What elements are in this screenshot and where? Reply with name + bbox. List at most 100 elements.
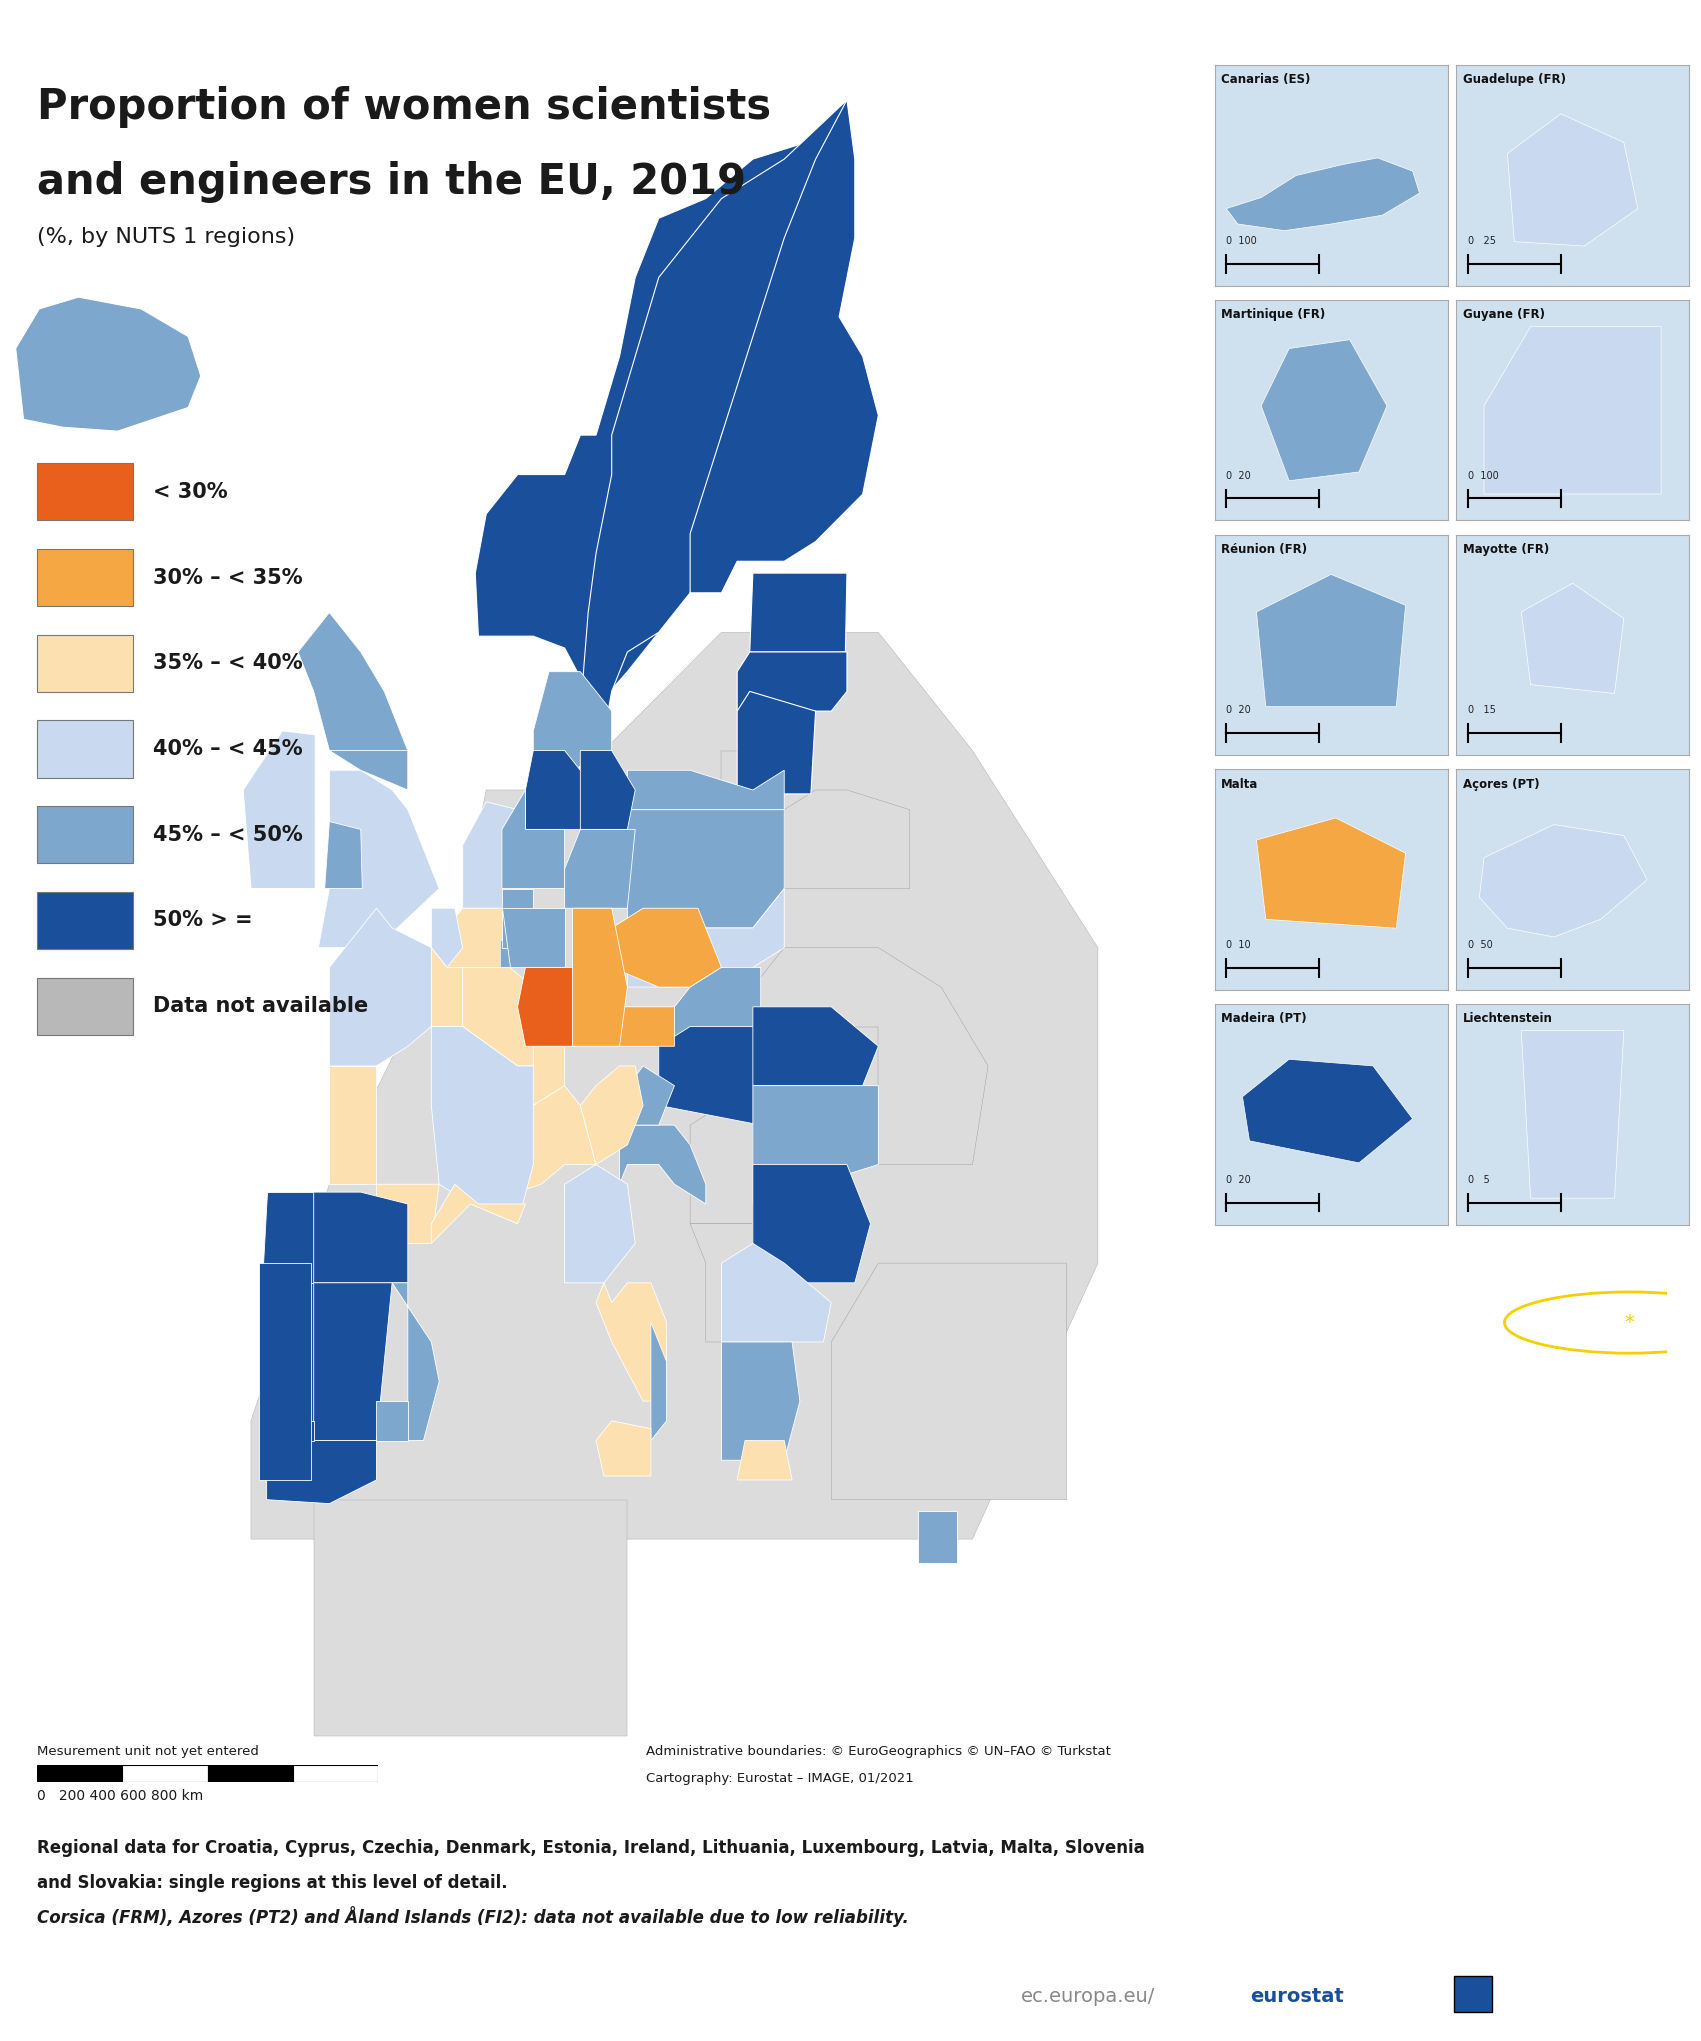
Polygon shape [754, 1006, 878, 1086]
Polygon shape [754, 1086, 878, 1204]
Polygon shape [721, 751, 754, 790]
Polygon shape [517, 967, 573, 1047]
Polygon shape [243, 731, 315, 888]
Polygon shape [432, 1184, 526, 1243]
Polygon shape [1257, 574, 1405, 706]
Polygon shape [1507, 114, 1638, 247]
Text: Açores (PT): Açores (PT) [1463, 778, 1539, 790]
Polygon shape [330, 723, 408, 790]
Polygon shape [432, 1027, 534, 1225]
Text: 45% – < 50%: 45% – < 50% [153, 825, 303, 845]
Text: 30% – < 35%: 30% – < 35% [153, 567, 303, 588]
Polygon shape [691, 100, 878, 592]
Polygon shape [832, 1263, 1067, 1500]
Text: Martinique (FR): Martinique (FR) [1221, 308, 1325, 320]
Text: Madeira (PT): Madeira (PT) [1221, 1012, 1306, 1025]
Polygon shape [267, 1441, 376, 1504]
Polygon shape [619, 1125, 706, 1204]
Text: Guyane (FR): Guyane (FR) [1463, 308, 1545, 320]
Text: Corsica (FRM), Azores (PT2) and Åland Islands (FI2): data not available due to l: Corsica (FRM), Azores (PT2) and Åland Is… [37, 1906, 910, 1927]
Polygon shape [1483, 327, 1662, 494]
Polygon shape [784, 790, 910, 888]
Polygon shape [463, 802, 517, 908]
FancyBboxPatch shape [122, 1765, 208, 1782]
Text: and engineers in the EU, 2019: and engineers in the EU, 2019 [37, 161, 747, 204]
Text: 0  100: 0 100 [1226, 237, 1257, 247]
Polygon shape [267, 1421, 313, 1441]
Polygon shape [612, 908, 721, 988]
Text: ec.europa.eu/: ec.europa.eu/ [1021, 1986, 1155, 2006]
Polygon shape [1521, 584, 1624, 694]
Polygon shape [674, 967, 760, 1047]
Text: 0  50: 0 50 [1468, 941, 1492, 951]
Polygon shape [691, 1106, 754, 1225]
Polygon shape [318, 769, 439, 947]
Polygon shape [580, 100, 847, 735]
Polygon shape [432, 947, 463, 1027]
Text: 0  20: 0 20 [1226, 706, 1250, 716]
Text: < 30%: < 30% [153, 482, 228, 502]
Text: and Slovakia: single regions at this level of detail.: and Slovakia: single regions at this lev… [37, 1874, 509, 1892]
FancyBboxPatch shape [37, 1765, 122, 1782]
Text: Regional data for Croatia, Cyprus, Czechia, Denmark, Estonia, Ireland, Lithuania: Regional data for Croatia, Cyprus, Czech… [37, 1839, 1145, 1857]
Polygon shape [737, 692, 815, 794]
Polygon shape [502, 888, 534, 947]
Polygon shape [754, 947, 988, 1165]
Text: 0  10: 0 10 [1226, 941, 1250, 951]
Text: 0  100: 0 100 [1468, 471, 1499, 482]
Polygon shape [393, 1284, 439, 1441]
Polygon shape [510, 1086, 595, 1192]
Polygon shape [658, 1027, 760, 1125]
Text: 0  20: 0 20 [1226, 471, 1250, 482]
Polygon shape [754, 1165, 871, 1284]
Polygon shape [252, 633, 1097, 1539]
Polygon shape [502, 1047, 565, 1106]
Text: Administrative boundaries: © EuroGeographics © UN–FAO © Turkstat: Administrative boundaries: © EuroGeograp… [646, 1745, 1111, 1757]
Polygon shape [595, 1421, 651, 1476]
Polygon shape [298, 612, 408, 751]
Polygon shape [565, 829, 634, 908]
Polygon shape [262, 1284, 313, 1421]
Polygon shape [573, 908, 628, 1047]
Polygon shape [502, 908, 565, 967]
Polygon shape [376, 1184, 439, 1243]
FancyBboxPatch shape [208, 1765, 293, 1782]
Polygon shape [313, 1284, 393, 1441]
Polygon shape [721, 1343, 799, 1459]
Text: Data not available: Data not available [153, 996, 369, 1016]
Polygon shape [463, 967, 534, 1065]
Polygon shape [847, 1027, 878, 1106]
Polygon shape [1257, 818, 1405, 929]
Polygon shape [475, 100, 847, 706]
Text: 0   15: 0 15 [1468, 706, 1495, 716]
Text: Proportion of women scientists: Proportion of women scientists [37, 86, 772, 129]
Text: 50% > =: 50% > = [153, 910, 253, 931]
Polygon shape [737, 1441, 793, 1480]
Polygon shape [15, 298, 201, 431]
Polygon shape [595, 1284, 667, 1400]
Text: (%, by NUTS 1 regions): (%, by NUTS 1 regions) [37, 227, 296, 247]
Text: eurostat: eurostat [1250, 1986, 1344, 2006]
Polygon shape [619, 1065, 674, 1125]
Polygon shape [526, 751, 595, 829]
Text: 0   25: 0 25 [1468, 237, 1495, 247]
Polygon shape [651, 1323, 667, 1441]
Polygon shape [580, 1065, 643, 1165]
Text: Guadelupe (FR): Guadelupe (FR) [1463, 73, 1567, 86]
Polygon shape [1260, 339, 1386, 482]
Text: *: * [1624, 1312, 1635, 1333]
Polygon shape [565, 1006, 674, 1047]
Text: 35% – < 40%: 35% – < 40% [153, 653, 303, 674]
Text: Réunion (FR): Réunion (FR) [1221, 543, 1308, 555]
Polygon shape [721, 1243, 832, 1343]
Text: Malta: Malta [1221, 778, 1259, 790]
Polygon shape [691, 1225, 754, 1343]
Polygon shape [534, 671, 612, 769]
Polygon shape [1242, 1059, 1412, 1163]
Text: Cartography: Eurostat – IMAGE, 01/2021: Cartography: Eurostat – IMAGE, 01/2021 [646, 1772, 913, 1784]
Polygon shape [580, 751, 634, 829]
Polygon shape [750, 574, 847, 651]
Text: Mesurement unit not yet entered: Mesurement unit not yet entered [37, 1745, 259, 1757]
Polygon shape [628, 769, 784, 810]
Polygon shape [313, 1500, 628, 1737]
